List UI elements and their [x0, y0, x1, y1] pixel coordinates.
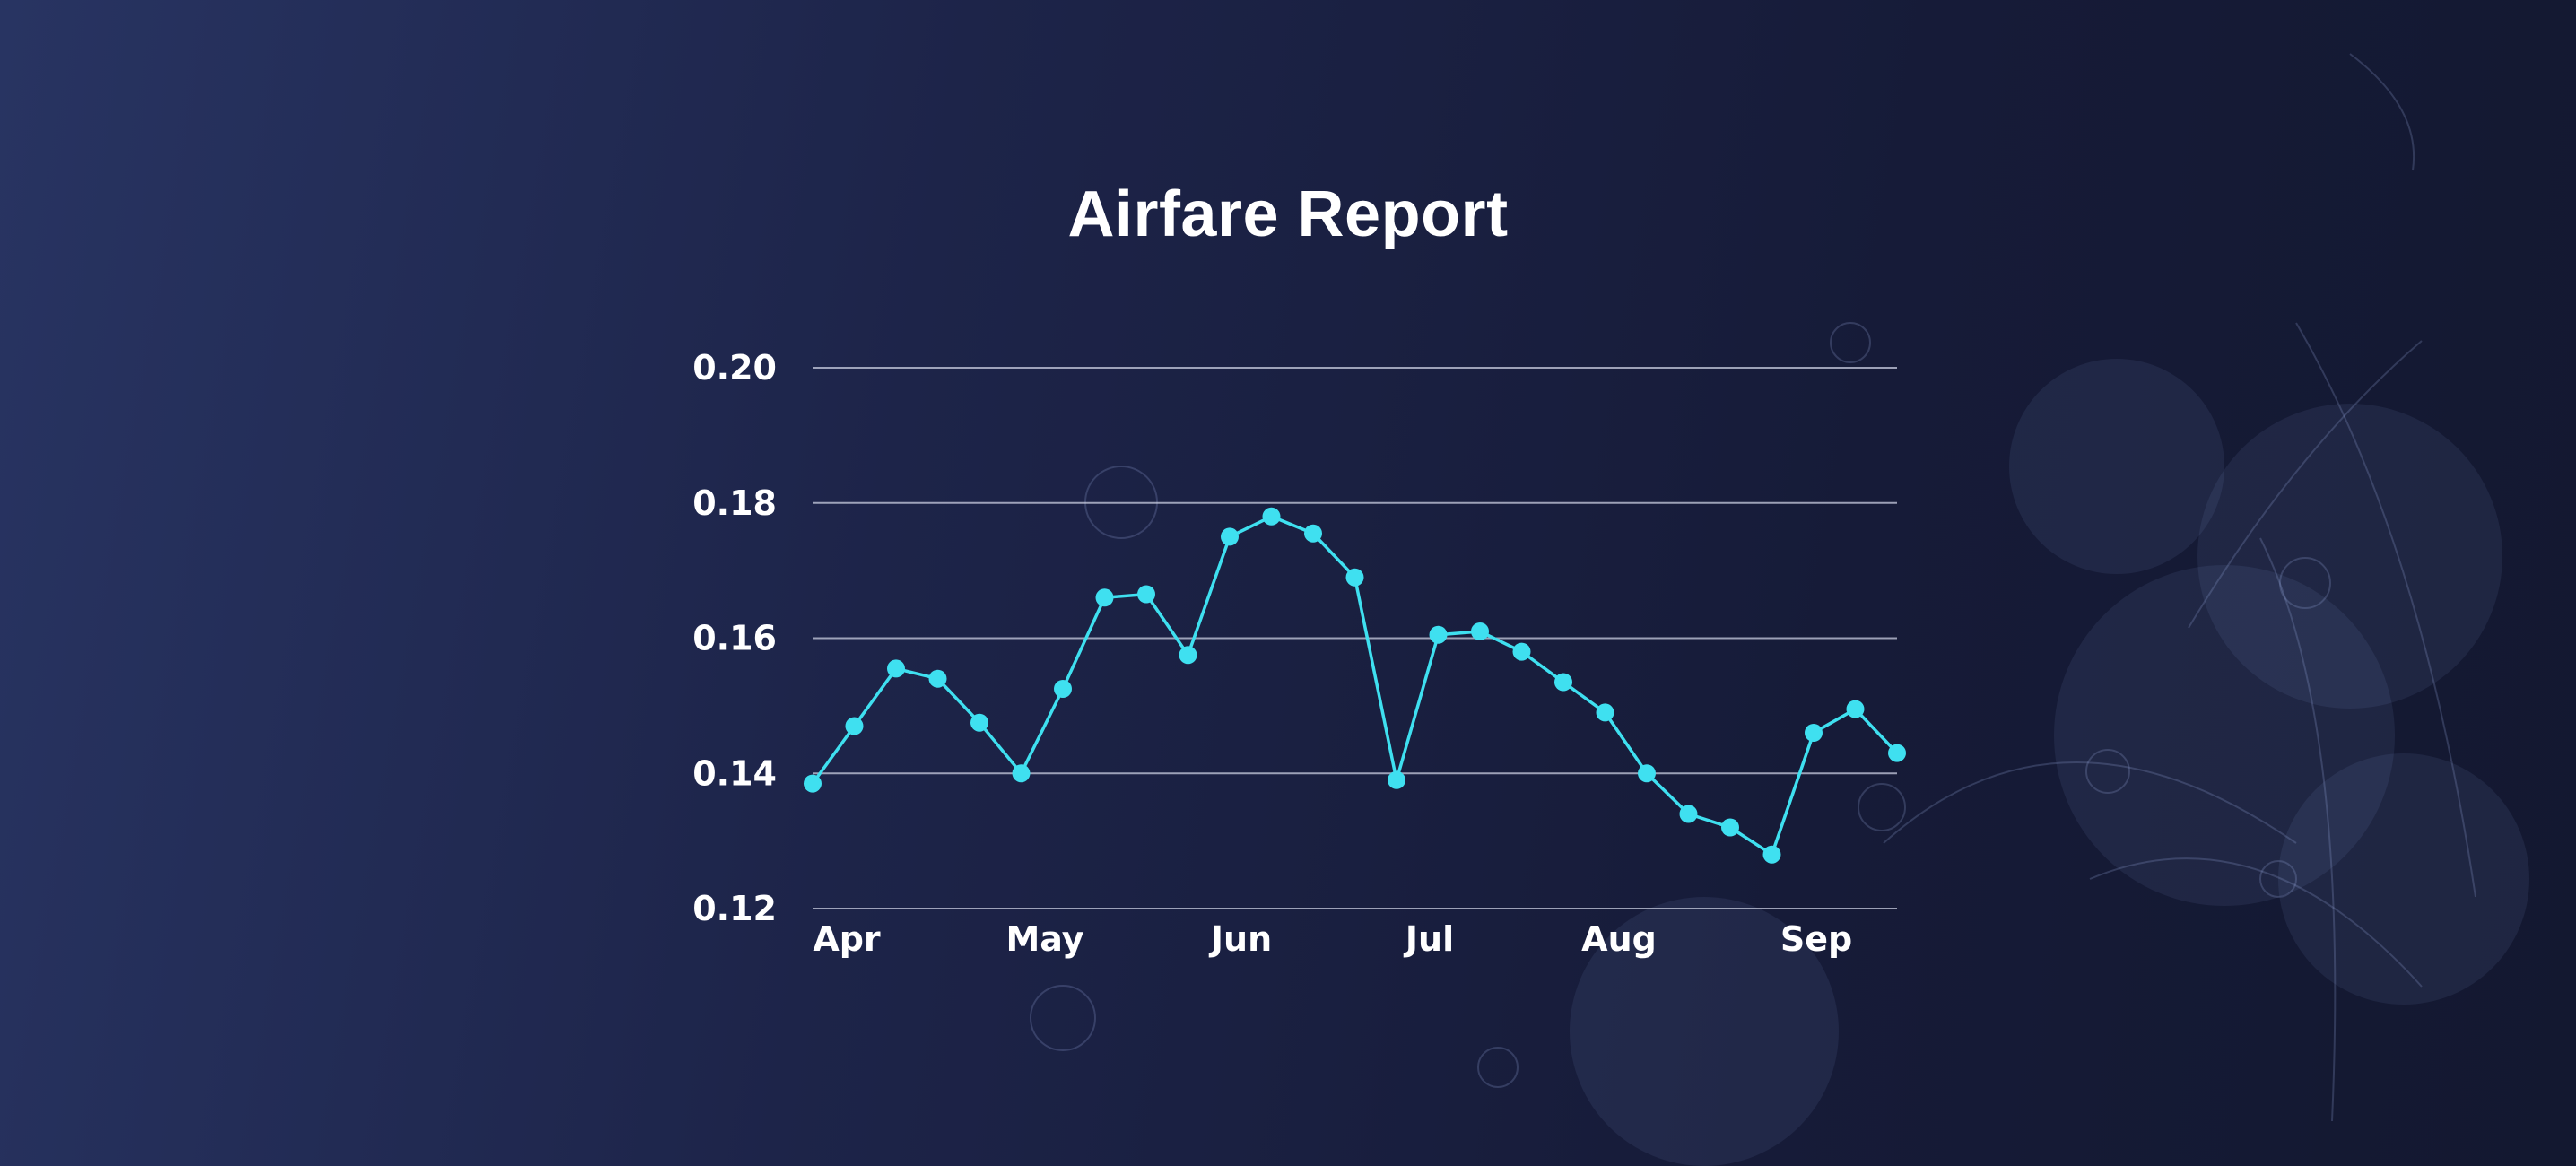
- x-tick-label: Apr: [813, 919, 881, 959]
- data-point: [1471, 622, 1489, 640]
- x-tick-label: Aug: [1581, 919, 1657, 959]
- x-tick-label: Jun: [1208, 919, 1272, 959]
- data-point: [1762, 845, 1781, 864]
- data-point: [804, 774, 822, 793]
- data-point: [1638, 764, 1656, 783]
- series-group: [804, 507, 1906, 864]
- data-point: [1679, 805, 1698, 823]
- x-tick-label: May: [1005, 919, 1083, 959]
- y-tick-label: 0.18: [692, 483, 777, 523]
- data-point: [1095, 588, 1114, 607]
- y-tick-label: 0.16: [692, 619, 777, 658]
- data-point: [1054, 680, 1072, 698]
- x-tick-label: Jul: [1403, 919, 1454, 959]
- data-point: [1388, 770, 1405, 789]
- data-point: [1512, 642, 1531, 661]
- y-tick-label: 0.12: [692, 889, 777, 928]
- data-point: [1179, 646, 1197, 665]
- data-point: [928, 669, 947, 688]
- data-point: [1596, 703, 1614, 722]
- data-point: [1304, 524, 1322, 543]
- data-point: [887, 659, 905, 678]
- data-point: [970, 713, 988, 732]
- y-tick-label: 0.14: [692, 753, 777, 793]
- data-point: [1554, 673, 1572, 692]
- data-point: [1429, 625, 1448, 644]
- series-line: [811, 515, 1899, 857]
- data-point: [1846, 700, 1865, 718]
- x-tick-label: Sep: [1780, 919, 1852, 959]
- gridlines: [813, 367, 1897, 909]
- chart-title: Airfare Report: [1067, 178, 1509, 250]
- y-axis-tick-labels: 0.12 0.14 0.16 0.18 0.20: [692, 348, 777, 928]
- data-point: [1805, 724, 1823, 742]
- data-point: [1012, 764, 1031, 783]
- data-point: [1262, 507, 1281, 526]
- data-point: [1221, 527, 1239, 546]
- data-point: [1888, 744, 1906, 762]
- data-point: [1345, 568, 1364, 587]
- data-point: [1721, 818, 1739, 837]
- data-point: [1137, 585, 1155, 604]
- data-point: [845, 717, 864, 735]
- y-tick-label: 0.20: [692, 348, 777, 387]
- x-axis-tick-labels: Apr May Jun Jul Aug Sep: [813, 919, 1852, 959]
